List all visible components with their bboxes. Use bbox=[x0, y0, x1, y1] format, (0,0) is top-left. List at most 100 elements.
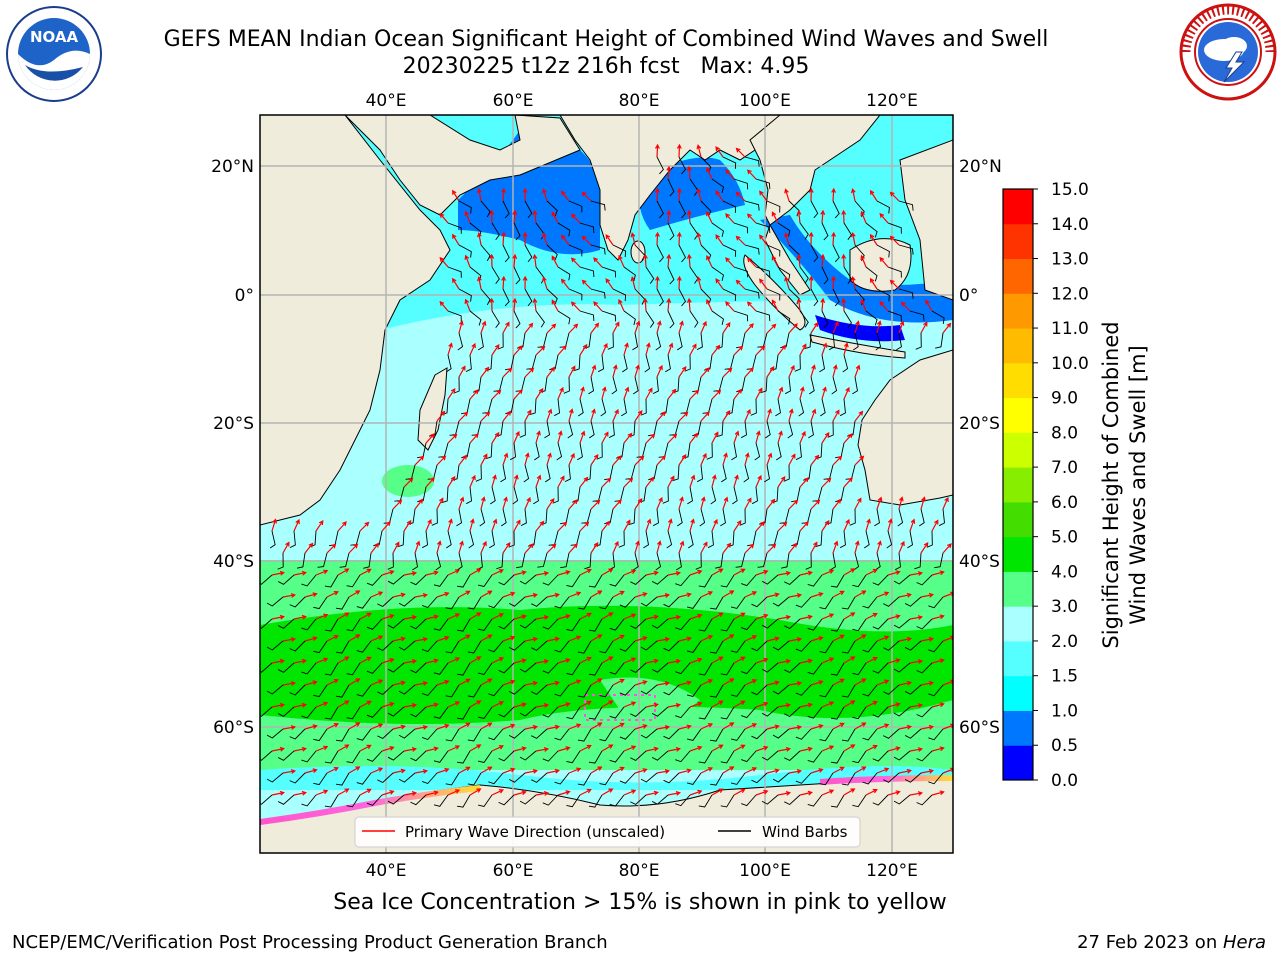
wind-barb bbox=[755, 310, 771, 322]
wave-direction-arrow bbox=[843, 433, 853, 444]
wind-barb bbox=[821, 310, 829, 329]
wind-barb bbox=[667, 310, 675, 329]
wind-barb bbox=[619, 772, 636, 784]
wave-direction-arrow bbox=[535, 615, 550, 620]
wind-barb bbox=[490, 486, 496, 505]
wind-barb bbox=[277, 618, 295, 629]
wind-barb bbox=[689, 310, 699, 328]
wave-direction-arrow bbox=[810, 636, 824, 642]
wave-direction-arrow bbox=[788, 725, 803, 730]
wind-barb bbox=[301, 618, 317, 631]
wave-direction-arrow bbox=[557, 386, 564, 400]
wave-direction-arrow bbox=[579, 744, 592, 752]
wind-barb bbox=[934, 552, 944, 569]
wave-direction-arrow bbox=[359, 521, 370, 532]
wave-direction-arrow bbox=[666, 165, 672, 180]
wave-direction-arrow bbox=[601, 788, 614, 796]
wave-direction-arrow bbox=[711, 656, 724, 664]
wind-barb bbox=[366, 750, 383, 762]
wind-barb bbox=[731, 486, 738, 505]
wave-direction-arrow bbox=[810, 541, 818, 554]
wave-direction-arrow bbox=[304, 680, 318, 686]
wind-barb bbox=[794, 354, 801, 372]
wind-barb bbox=[698, 618, 713, 632]
wind-barb bbox=[887, 310, 902, 322]
wave-direction-arrow bbox=[623, 432, 633, 444]
wind-barb bbox=[568, 200, 583, 213]
wave-direction-arrow bbox=[645, 518, 652, 532]
wave-direction-arrow bbox=[831, 187, 836, 202]
wave-direction-arrow bbox=[524, 768, 539, 774]
wind-barb bbox=[554, 398, 561, 417]
wave-direction-arrow bbox=[601, 386, 607, 400]
wave-direction-arrow bbox=[359, 700, 372, 708]
wave-direction-arrow bbox=[860, 254, 867, 268]
wave-direction-arrow bbox=[436, 455, 447, 466]
wave-direction-arrow bbox=[755, 569, 769, 576]
wave-direction-arrow bbox=[700, 411, 710, 422]
wave-direction-arrow bbox=[854, 634, 867, 642]
wind-barb bbox=[421, 596, 438, 609]
wave-direction-arrow bbox=[876, 679, 890, 686]
wave-direction-arrow bbox=[501, 187, 507, 202]
wind-barb bbox=[552, 486, 559, 504]
wave-direction-arrow bbox=[733, 744, 746, 752]
wind-barb bbox=[335, 640, 350, 654]
wind-barb bbox=[807, 706, 823, 719]
wind-barb bbox=[764, 464, 770, 483]
wind-barb bbox=[630, 574, 647, 585]
wind-barb bbox=[458, 244, 472, 258]
wave-direction-arrow bbox=[678, 540, 685, 554]
wind-barb bbox=[807, 574, 823, 587]
wave-direction-arrow bbox=[579, 476, 589, 488]
wave-direction-arrow bbox=[326, 722, 339, 730]
colorbar-segment bbox=[1003, 397, 1033, 433]
wind-barb bbox=[467, 640, 482, 654]
wind-barb bbox=[928, 684, 944, 697]
wind-barb bbox=[524, 244, 533, 263]
wave-direction-arrow bbox=[920, 321, 928, 334]
wave-direction-arrow bbox=[348, 634, 361, 642]
wave-direction-arrow bbox=[700, 541, 708, 554]
wind-barb bbox=[577, 684, 592, 698]
wave-direction-arrow bbox=[601, 520, 611, 532]
wave-direction-arrow bbox=[788, 499, 799, 510]
wave-direction-arrow bbox=[887, 746, 901, 752]
wind-barb bbox=[803, 464, 812, 481]
wave-direction-arrow bbox=[579, 612, 592, 620]
wind-barb bbox=[478, 750, 493, 763]
wind-barb bbox=[557, 222, 571, 237]
wave-direction-arrow bbox=[480, 366, 490, 378]
sea-ice-patch bbox=[584, 694, 656, 721]
wave-direction-arrow bbox=[447, 342, 453, 356]
wave-direction-arrow bbox=[612, 634, 625, 642]
wind-barb bbox=[469, 310, 482, 326]
wind-barb bbox=[356, 728, 372, 741]
wind-barb bbox=[335, 684, 350, 698]
wind-barb bbox=[398, 772, 416, 783]
wave-direction-arrow bbox=[746, 257, 757, 268]
wave-direction-arrow bbox=[667, 702, 682, 708]
wind-barb bbox=[852, 662, 867, 676]
wave-direction-arrow bbox=[667, 518, 673, 532]
wind-barb bbox=[554, 772, 570, 785]
wind-barb bbox=[720, 618, 735, 632]
wave-direction-arrow bbox=[700, 767, 714, 774]
wind-barb bbox=[784, 376, 791, 395]
wave-direction-arrow bbox=[513, 389, 523, 400]
wave-direction-arrow bbox=[725, 301, 735, 312]
wave-direction-arrow bbox=[667, 433, 678, 444]
wind-barb bbox=[722, 156, 737, 169]
wave-direction-arrow bbox=[909, 571, 924, 576]
wave-direction-arrow bbox=[711, 474, 717, 488]
noaa-logo-text: NOAA bbox=[30, 28, 79, 46]
wind-barb bbox=[447, 310, 462, 322]
wave-direction-arrow bbox=[560, 278, 570, 290]
wave-direction-arrow bbox=[744, 767, 758, 774]
wind-barb bbox=[301, 794, 317, 807]
wave-direction-arrow bbox=[810, 592, 824, 598]
wave-direction-arrow bbox=[532, 297, 538, 312]
wave-direction-arrow bbox=[293, 518, 300, 532]
wind-barb bbox=[852, 794, 867, 808]
wind-barb bbox=[810, 244, 819, 263]
